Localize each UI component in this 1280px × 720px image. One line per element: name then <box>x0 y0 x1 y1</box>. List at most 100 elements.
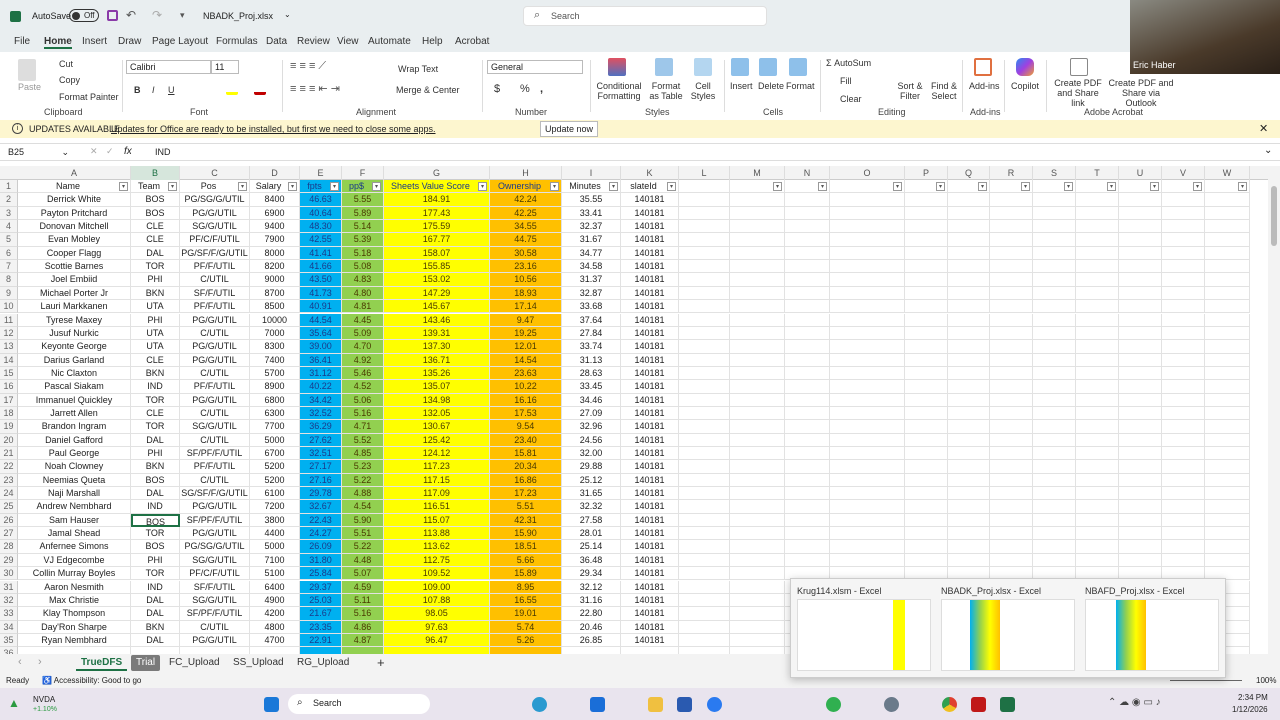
cell[interactable]: Donovan Mitchell <box>18 220 131 234</box>
cell[interactable] <box>830 420 905 434</box>
cell[interactable]: 22.80 <box>562 607 621 621</box>
filter-dropdown-icon[interactable]: ▾ <box>478 182 487 191</box>
cell[interactable] <box>1033 326 1076 341</box>
cell[interactable]: 5.89 <box>342 206 384 221</box>
whatsapp-icon[interactable] <box>826 697 841 712</box>
preview-nbafd-proj[interactable]: NBAFD_Proj.xlsx - Excel <box>1085 583 1225 671</box>
cell[interactable] <box>785 233 830 247</box>
cell[interactable]: 140181 <box>621 286 679 301</box>
cell[interactable] <box>905 300 948 314</box>
cell[interactable]: 27.16 <box>300 473 342 488</box>
cell[interactable]: 25.03 <box>300 593 342 608</box>
cell[interactable] <box>1076 366 1119 381</box>
row-header[interactable]: 27 <box>0 527 18 541</box>
cell[interactable] <box>990 220 1033 234</box>
cell[interactable]: DAL <box>131 246 180 261</box>
cell[interactable]: 30.58 <box>490 246 562 261</box>
cell[interactable] <box>1205 527 1250 541</box>
cell[interactable] <box>785 340 830 354</box>
row-header[interactable]: 23 <box>0 473 18 488</box>
cell[interactable] <box>785 246 830 261</box>
cell[interactable]: 15.90 <box>490 527 562 541</box>
cell[interactable] <box>730 433 785 447</box>
cell[interactable]: Neemias Queta <box>18 473 131 488</box>
cell[interactable]: 5.11 <box>342 593 384 608</box>
cell[interactable]: 6400 <box>250 580 300 594</box>
cell[interactable]: 140181 <box>621 567 679 581</box>
cell[interactable] <box>679 193 730 207</box>
header-cell[interactable]: ▾ <box>1033 180 1076 194</box>
cell[interactable]: PG/G/UTIL <box>180 500 250 514</box>
cell[interactable]: PF/C/F/UTIL <box>180 233 250 247</box>
row-header[interactable]: 15 <box>0 366 18 381</box>
cell[interactable] <box>785 326 830 341</box>
cell[interactable]: TOR <box>131 393 180 407</box>
cell[interactable] <box>1119 233 1162 247</box>
insert-button[interactable]: Insert <box>730 81 753 91</box>
cell[interactable]: Paul George <box>18 447 131 461</box>
font-name-select[interactable]: Calibri <box>126 60 211 74</box>
column-header-e[interactable]: E <box>300 166 342 180</box>
chrome-icon[interactable] <box>942 697 957 712</box>
cell[interactable] <box>990 206 1033 221</box>
row-header[interactable]: 22 <box>0 460 18 474</box>
cell[interactable]: DAL <box>131 593 180 608</box>
column-header-s[interactable]: S <box>1033 166 1076 180</box>
fill-button[interactable]: Fill <box>840 76 852 86</box>
cell[interactable]: 140181 <box>621 233 679 247</box>
cell[interactable]: BKN <box>131 366 180 381</box>
cell[interactable] <box>785 460 830 474</box>
autosum-button[interactable]: Σ AutoSum <box>826 58 872 68</box>
header-cell[interactable]: Name ▾ <box>18 180 131 194</box>
preview-krug114[interactable]: Krug114.xlsm - Excel <box>797 583 937 671</box>
cell[interactable] <box>905 433 948 447</box>
cell[interactable]: Pascal Siakam <box>18 380 131 394</box>
cell[interactable] <box>990 433 1033 447</box>
cell[interactable] <box>1162 340 1205 354</box>
cell[interactable]: 15.89 <box>490 567 562 581</box>
cell[interactable] <box>730 513 785 528</box>
cell[interactable] <box>990 313 1033 327</box>
cell[interactable]: DAL <box>131 633 180 648</box>
cell[interactable]: IND <box>131 500 180 514</box>
cell[interactable]: SF/F/UTIL <box>180 286 250 301</box>
row-header[interactable]: 17 <box>0 393 18 407</box>
create-pdf-share-link-button[interactable]: Create PDF and Share link <box>1054 78 1102 108</box>
column-header-o[interactable]: O <box>830 166 905 180</box>
row-header[interactable]: 10 <box>0 300 18 314</box>
cell-styles-button[interactable]: Cell Styles <box>690 81 716 101</box>
cell[interactable] <box>905 380 948 394</box>
cell[interactable]: 34.77 <box>562 246 621 261</box>
cell[interactable]: 5.51 <box>490 500 562 514</box>
cell[interactable] <box>785 260 830 274</box>
cell[interactable] <box>1205 500 1250 514</box>
cell[interactable]: 140181 <box>621 513 679 528</box>
cell[interactable] <box>785 206 830 221</box>
cell[interactable] <box>679 393 730 407</box>
cell[interactable]: 177.43 <box>384 206 490 221</box>
cell[interactable] <box>679 326 730 341</box>
cell[interactable] <box>785 433 830 447</box>
cell[interactable] <box>990 420 1033 434</box>
cell[interactable]: BKN <box>131 286 180 301</box>
cell[interactable] <box>1205 393 1250 407</box>
cell[interactable] <box>905 286 948 301</box>
cell[interactable]: Daniel Gafford <box>18 433 131 447</box>
cell[interactable] <box>679 647 730 654</box>
cell[interactable] <box>785 380 830 394</box>
cell[interactable] <box>1119 527 1162 541</box>
cell[interactable] <box>785 513 830 528</box>
cell[interactable]: 97.63 <box>384 620 490 634</box>
format-cells-icon[interactable] <box>789 58 807 76</box>
autosave-toggle[interactable]: Off <box>69 9 99 22</box>
header-cell[interactable]: Team ▾ <box>131 180 180 194</box>
cell[interactable]: 107.88 <box>384 593 490 608</box>
cell[interactable] <box>990 540 1033 554</box>
cell[interactable] <box>830 286 905 301</box>
cell[interactable]: 46.63 <box>300 193 342 207</box>
cell[interactable]: Jusuf Nurkic <box>18 326 131 341</box>
cell[interactable] <box>1205 220 1250 234</box>
cell[interactable]: 140181 <box>621 593 679 608</box>
column-header-f[interactable]: F <box>342 166 384 180</box>
cell[interactable] <box>785 406 830 421</box>
